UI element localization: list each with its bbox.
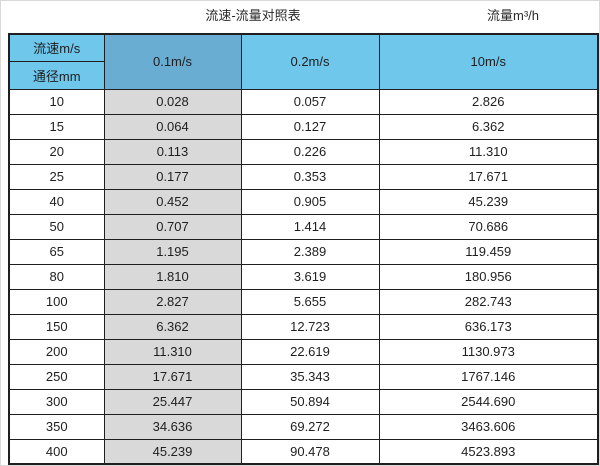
cell-value: 0.057 bbox=[240, 88, 380, 115]
cell-value: 45.239 bbox=[378, 188, 599, 215]
table-header: 流速m/s 0.1m/s 0.2m/s 10m/s 通径mm bbox=[8, 33, 599, 90]
cell-value: 0.452 bbox=[103, 188, 242, 215]
unit-title: 流量m³/h bbox=[487, 8, 540, 23]
cell-value: 0.353 bbox=[240, 163, 380, 190]
cell-value: 3463.606 bbox=[378, 413, 599, 440]
cell-value: 17.671 bbox=[103, 363, 242, 390]
cell-value: 12.723 bbox=[240, 313, 380, 340]
cell-value: 119.459 bbox=[378, 238, 599, 265]
table-row: 20 0.113 0.226 11.310 bbox=[8, 138, 599, 165]
table-row: 50 0.707 1.414 70.686 bbox=[8, 213, 599, 240]
table-row: 200 11.310 22.619 1130.973 bbox=[8, 338, 599, 365]
row-label-dn: 50 bbox=[8, 213, 105, 240]
row-label-dn: 10 bbox=[8, 88, 105, 115]
table-row: 40 0.452 0.905 45.239 bbox=[8, 188, 599, 215]
cell-value: 3.619 bbox=[240, 263, 380, 290]
cell-value: 0.226 bbox=[240, 138, 380, 165]
row-label-dn: 65 bbox=[8, 238, 105, 265]
cell-value: 70.686 bbox=[378, 213, 599, 240]
cell-value: 50.894 bbox=[240, 388, 380, 415]
cell-value: 4523.893 bbox=[378, 438, 599, 465]
table-row: 10 0.028 0.057 2.826 bbox=[8, 88, 599, 115]
table-row: 25 0.177 0.353 17.671 bbox=[8, 163, 599, 190]
cell-value: 0.127 bbox=[240, 113, 380, 140]
cell-value: 34.636 bbox=[103, 413, 242, 440]
cell-value: 180.956 bbox=[378, 263, 599, 290]
cell-value: 2544.690 bbox=[378, 388, 599, 415]
cell-value: 6.362 bbox=[378, 113, 599, 140]
header-col-0-1ms: 0.1m/s bbox=[103, 33, 242, 90]
cell-value: 11.310 bbox=[103, 338, 242, 365]
row-label-dn: 250 bbox=[8, 363, 105, 390]
table-row: 150 6.362 12.723 636.173 bbox=[8, 313, 599, 340]
cell-value: 11.310 bbox=[378, 138, 599, 165]
cell-value: 1.810 bbox=[103, 263, 242, 290]
row-label-dn: 15 bbox=[8, 113, 105, 140]
row-label-dn: 350 bbox=[8, 413, 105, 440]
cell-value: 1130.973 bbox=[378, 338, 599, 365]
table-body: 10 0.028 0.057 2.826 15 0.064 0.127 6.362 20 0.11… bbox=[8, 88, 599, 465]
cell-value: 0.064 bbox=[103, 113, 242, 140]
cell-value: 90.478 bbox=[240, 438, 380, 465]
row-label-dn: 200 bbox=[8, 338, 105, 365]
table-title: 流速-流量对照表 bbox=[205, 8, 301, 23]
cell-value: 25.447 bbox=[103, 388, 242, 415]
cell-value: 1.195 bbox=[103, 238, 242, 265]
header-flow-velocity: 流速m/s bbox=[8, 33, 105, 62]
cell-value: 2.389 bbox=[240, 238, 380, 265]
cell-value: 5.655 bbox=[240, 288, 380, 315]
row-label-dn: 150 bbox=[8, 313, 105, 340]
table-row: 100 2.827 5.655 282.743 bbox=[8, 288, 599, 315]
header-diameter: 通径mm bbox=[8, 60, 105, 90]
table-row: 300 25.447 50.894 2544.690 bbox=[8, 388, 599, 415]
cell-value: 2.826 bbox=[378, 88, 599, 115]
cell-value: 45.239 bbox=[103, 438, 242, 465]
row-label-dn: 80 bbox=[8, 263, 105, 290]
flow-rate-table: 流速m/s 0.1m/s 0.2m/s 10m/s 通径mm 10 0.028 0.… bbox=[8, 33, 599, 465]
cell-value: 35.343 bbox=[240, 363, 380, 390]
cell-value: 2.827 bbox=[103, 288, 242, 315]
cell-value: 0.707 bbox=[103, 213, 242, 240]
cell-value: 22.619 bbox=[240, 338, 380, 365]
cell-value: 17.671 bbox=[378, 163, 599, 190]
header-col-10ms: 10m/s bbox=[378, 33, 599, 90]
row-label-dn: 100 bbox=[8, 288, 105, 315]
table-row: 65 1.195 2.389 119.459 bbox=[8, 238, 599, 265]
cell-value: 1.414 bbox=[240, 213, 380, 240]
cell-value: 282.743 bbox=[378, 288, 599, 315]
table-row: 400 45.239 90.478 4523.893 bbox=[8, 438, 599, 465]
cell-value: 1767.146 bbox=[378, 363, 599, 390]
cell-value: 69.272 bbox=[240, 413, 380, 440]
cell-value: 0.028 bbox=[103, 88, 242, 115]
cell-value: 0.177 bbox=[103, 163, 242, 190]
cell-value: 0.905 bbox=[240, 188, 380, 215]
header-col-0-2ms: 0.2m/s bbox=[240, 33, 380, 90]
cell-value: 6.362 bbox=[103, 313, 242, 340]
row-label-dn: 300 bbox=[8, 388, 105, 415]
row-label-dn: 25 bbox=[8, 163, 105, 190]
cell-value: 636.173 bbox=[378, 313, 599, 340]
table-row: 80 1.810 3.619 180.956 bbox=[8, 263, 599, 290]
table-row: 15 0.064 0.127 6.362 bbox=[8, 113, 599, 140]
table-row: 350 34.636 69.272 3463.606 bbox=[8, 413, 599, 440]
cell-value: 0.113 bbox=[103, 138, 242, 165]
row-label-dn: 400 bbox=[8, 438, 105, 465]
row-label-dn: 20 bbox=[8, 138, 105, 165]
table-row: 250 17.671 35.343 1767.146 bbox=[8, 363, 599, 390]
row-label-dn: 40 bbox=[8, 188, 105, 215]
